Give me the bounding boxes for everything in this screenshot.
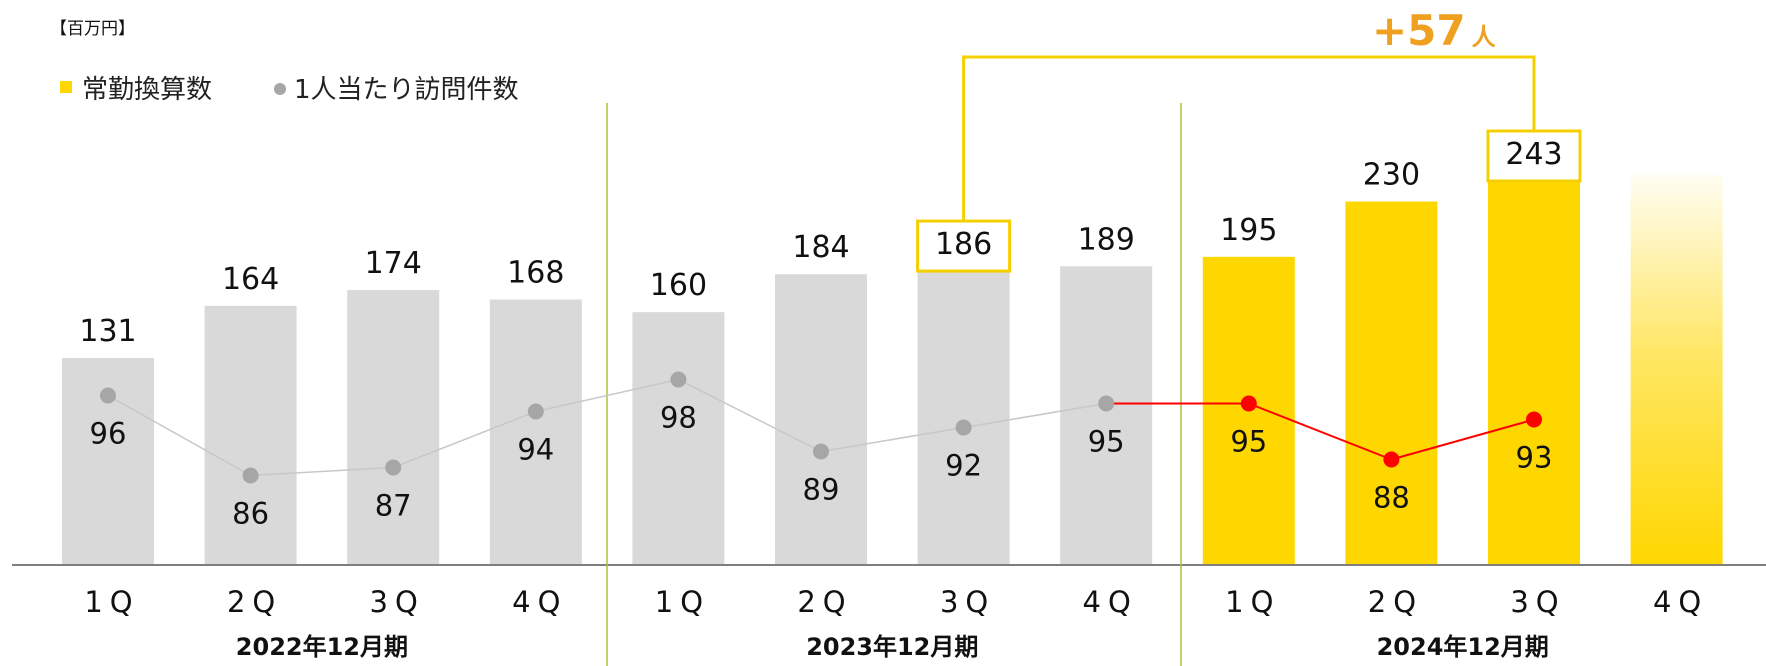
x-tick-label: 3Q bbox=[370, 585, 425, 619]
x-tick-label: 2Q bbox=[227, 585, 282, 619]
line-points bbox=[100, 371, 1542, 484]
bar-value-label: 164 bbox=[222, 262, 279, 297]
point-value-label: 93 bbox=[1516, 441, 1553, 475]
point-labels: 96 86 87 94 98 89 92 95 95 88 93 bbox=[90, 401, 1553, 531]
bar-value-label: 230 bbox=[1363, 158, 1420, 193]
line-point bbox=[1098, 395, 1115, 412]
point-value-label: 92 bbox=[945, 449, 982, 483]
point-value-label: 98 bbox=[660, 401, 697, 435]
line-point bbox=[1526, 411, 1542, 428]
x-tick-label: 4Q bbox=[512, 585, 567, 619]
delta-unit: 人 bbox=[1472, 23, 1496, 51]
bar-placeholder bbox=[1630, 175, 1723, 565]
x-tick-label: 3Q bbox=[940, 585, 995, 619]
x-tick-label: 4Q bbox=[1083, 585, 1138, 619]
bar-value-label: 160 bbox=[650, 268, 707, 303]
line-segment bbox=[678, 378, 822, 453]
line-point bbox=[385, 459, 402, 476]
point-value-label: 96 bbox=[90, 417, 127, 451]
bar bbox=[1488, 181, 1580, 565]
bar-value-label: 189 bbox=[1078, 222, 1135, 257]
bar-value-label: 168 bbox=[507, 256, 564, 291]
bar bbox=[632, 312, 725, 565]
line-point bbox=[100, 387, 116, 404]
line-point bbox=[670, 371, 687, 388]
legend-bar-swatch bbox=[60, 81, 72, 93]
bar bbox=[204, 305, 297, 565]
period-label: 2023年12月期 bbox=[806, 633, 978, 661]
legend-bar-label: 常勤換算数 bbox=[82, 75, 212, 105]
period-label: 2022年12月期 bbox=[236, 633, 408, 661]
bar-labels: 131 164 174 168 160 184 186 189 195 230 243 bbox=[79, 137, 1562, 349]
point-value-label: 89 bbox=[803, 473, 840, 507]
legend-line-marker bbox=[274, 83, 286, 95]
bar-value-label: 131 bbox=[79, 314, 136, 349]
point-value-label: 88 bbox=[1373, 481, 1410, 515]
point-value-label: 87 bbox=[375, 489, 412, 523]
bar bbox=[1345, 201, 1438, 565]
line-point bbox=[813, 443, 829, 460]
line-segment bbox=[392, 410, 537, 469]
period-label: 2024年12月期 bbox=[1377, 633, 1549, 661]
bar bbox=[775, 274, 867, 565]
line-segment bbox=[820, 426, 964, 453]
line-segment bbox=[250, 466, 394, 477]
bar bbox=[1060, 266, 1153, 565]
bar bbox=[489, 299, 582, 565]
x-tick-label: 1Q bbox=[84, 585, 139, 619]
x-axis-ticks: 1Q 2Q 3Q 4Q 1Q 2Q 3Q 4Q 1Q 2Q 3Q 4Q bbox=[84, 585, 1708, 619]
x-tick-label: 1Q bbox=[1225, 585, 1280, 619]
line-point bbox=[1240, 395, 1257, 412]
unit-label: 【百万円】 bbox=[50, 19, 135, 39]
delta-bracket bbox=[962, 55, 1536, 222]
legend: 常勤換算数 1人当たり訪問件数 bbox=[60, 75, 519, 105]
delta-value: +57 bbox=[1372, 6, 1466, 55]
line-segment bbox=[1248, 402, 1392, 461]
line-point bbox=[527, 403, 544, 420]
line-segment bbox=[1391, 418, 1535, 461]
bar-value-label: 174 bbox=[365, 246, 422, 281]
bar bbox=[917, 271, 1010, 565]
x-tick-label: 2Q bbox=[797, 585, 852, 619]
line-point bbox=[955, 419, 972, 436]
bar bbox=[347, 290, 440, 565]
bar-series bbox=[62, 175, 1723, 565]
line-segment bbox=[963, 402, 1107, 429]
period-labels: 2022年12月期 2023年12月期 2024年12月期 bbox=[236, 633, 1549, 661]
bar-value-label: 186 bbox=[935, 227, 992, 262]
bar-value-label: 243 bbox=[1505, 137, 1562, 172]
highlight-boxes bbox=[916, 129, 1582, 273]
x-tick-label: 2Q bbox=[1368, 585, 1423, 619]
delta-annotation: +57 人 bbox=[962, 6, 1536, 222]
line-point bbox=[242, 467, 259, 484]
line-segment bbox=[107, 394, 251, 477]
point-value-label: 95 bbox=[1088, 425, 1125, 459]
legend-line-label: 1人当たり訪問件数 bbox=[294, 75, 519, 105]
bar-value-label: 184 bbox=[792, 230, 849, 265]
line-series bbox=[107, 378, 1535, 477]
point-value-label: 95 bbox=[1230, 425, 1267, 459]
line-segment bbox=[535, 378, 679, 413]
x-tick-label: 3Q bbox=[1510, 585, 1565, 619]
line-point bbox=[1383, 451, 1400, 468]
bar-value-label: 195 bbox=[1220, 213, 1277, 248]
delta-label: +57 人 bbox=[1372, 6, 1496, 55]
point-value-label: 86 bbox=[232, 497, 269, 531]
x-tick-label: 4Q bbox=[1653, 585, 1708, 619]
point-value-label: 94 bbox=[517, 433, 554, 467]
x-tick-label: 1Q bbox=[655, 585, 710, 619]
